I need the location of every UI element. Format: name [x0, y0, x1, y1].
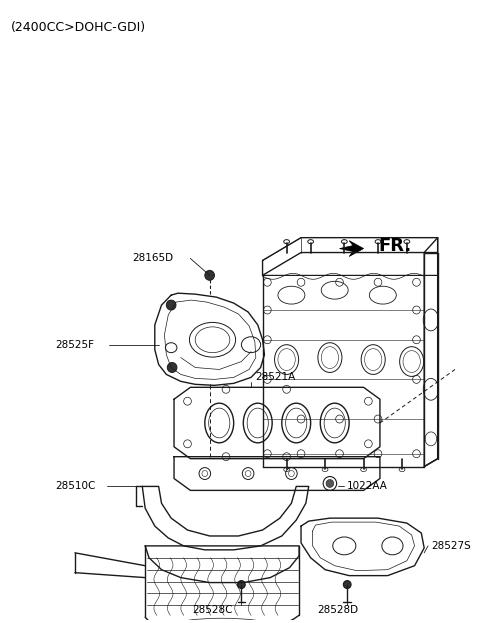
Text: FR.: FR. [378, 237, 411, 255]
Text: 28525F: 28525F [56, 340, 95, 350]
Polygon shape [339, 240, 363, 257]
Text: 28510C: 28510C [56, 482, 96, 492]
Text: 28528C: 28528C [192, 606, 233, 616]
Circle shape [205, 270, 215, 280]
Text: 28527S: 28527S [431, 541, 471, 551]
Text: 28528D: 28528D [317, 606, 358, 616]
Circle shape [326, 480, 334, 487]
Circle shape [168, 363, 177, 373]
Text: (2400CC>DOHC-GDI): (2400CC>DOHC-GDI) [11, 21, 145, 34]
Circle shape [343, 581, 351, 589]
Circle shape [167, 300, 176, 310]
Circle shape [238, 581, 245, 589]
Text: 28521A: 28521A [255, 373, 295, 383]
Text: 28165D: 28165D [132, 254, 174, 264]
Text: 1022AA: 1022AA [347, 482, 388, 492]
